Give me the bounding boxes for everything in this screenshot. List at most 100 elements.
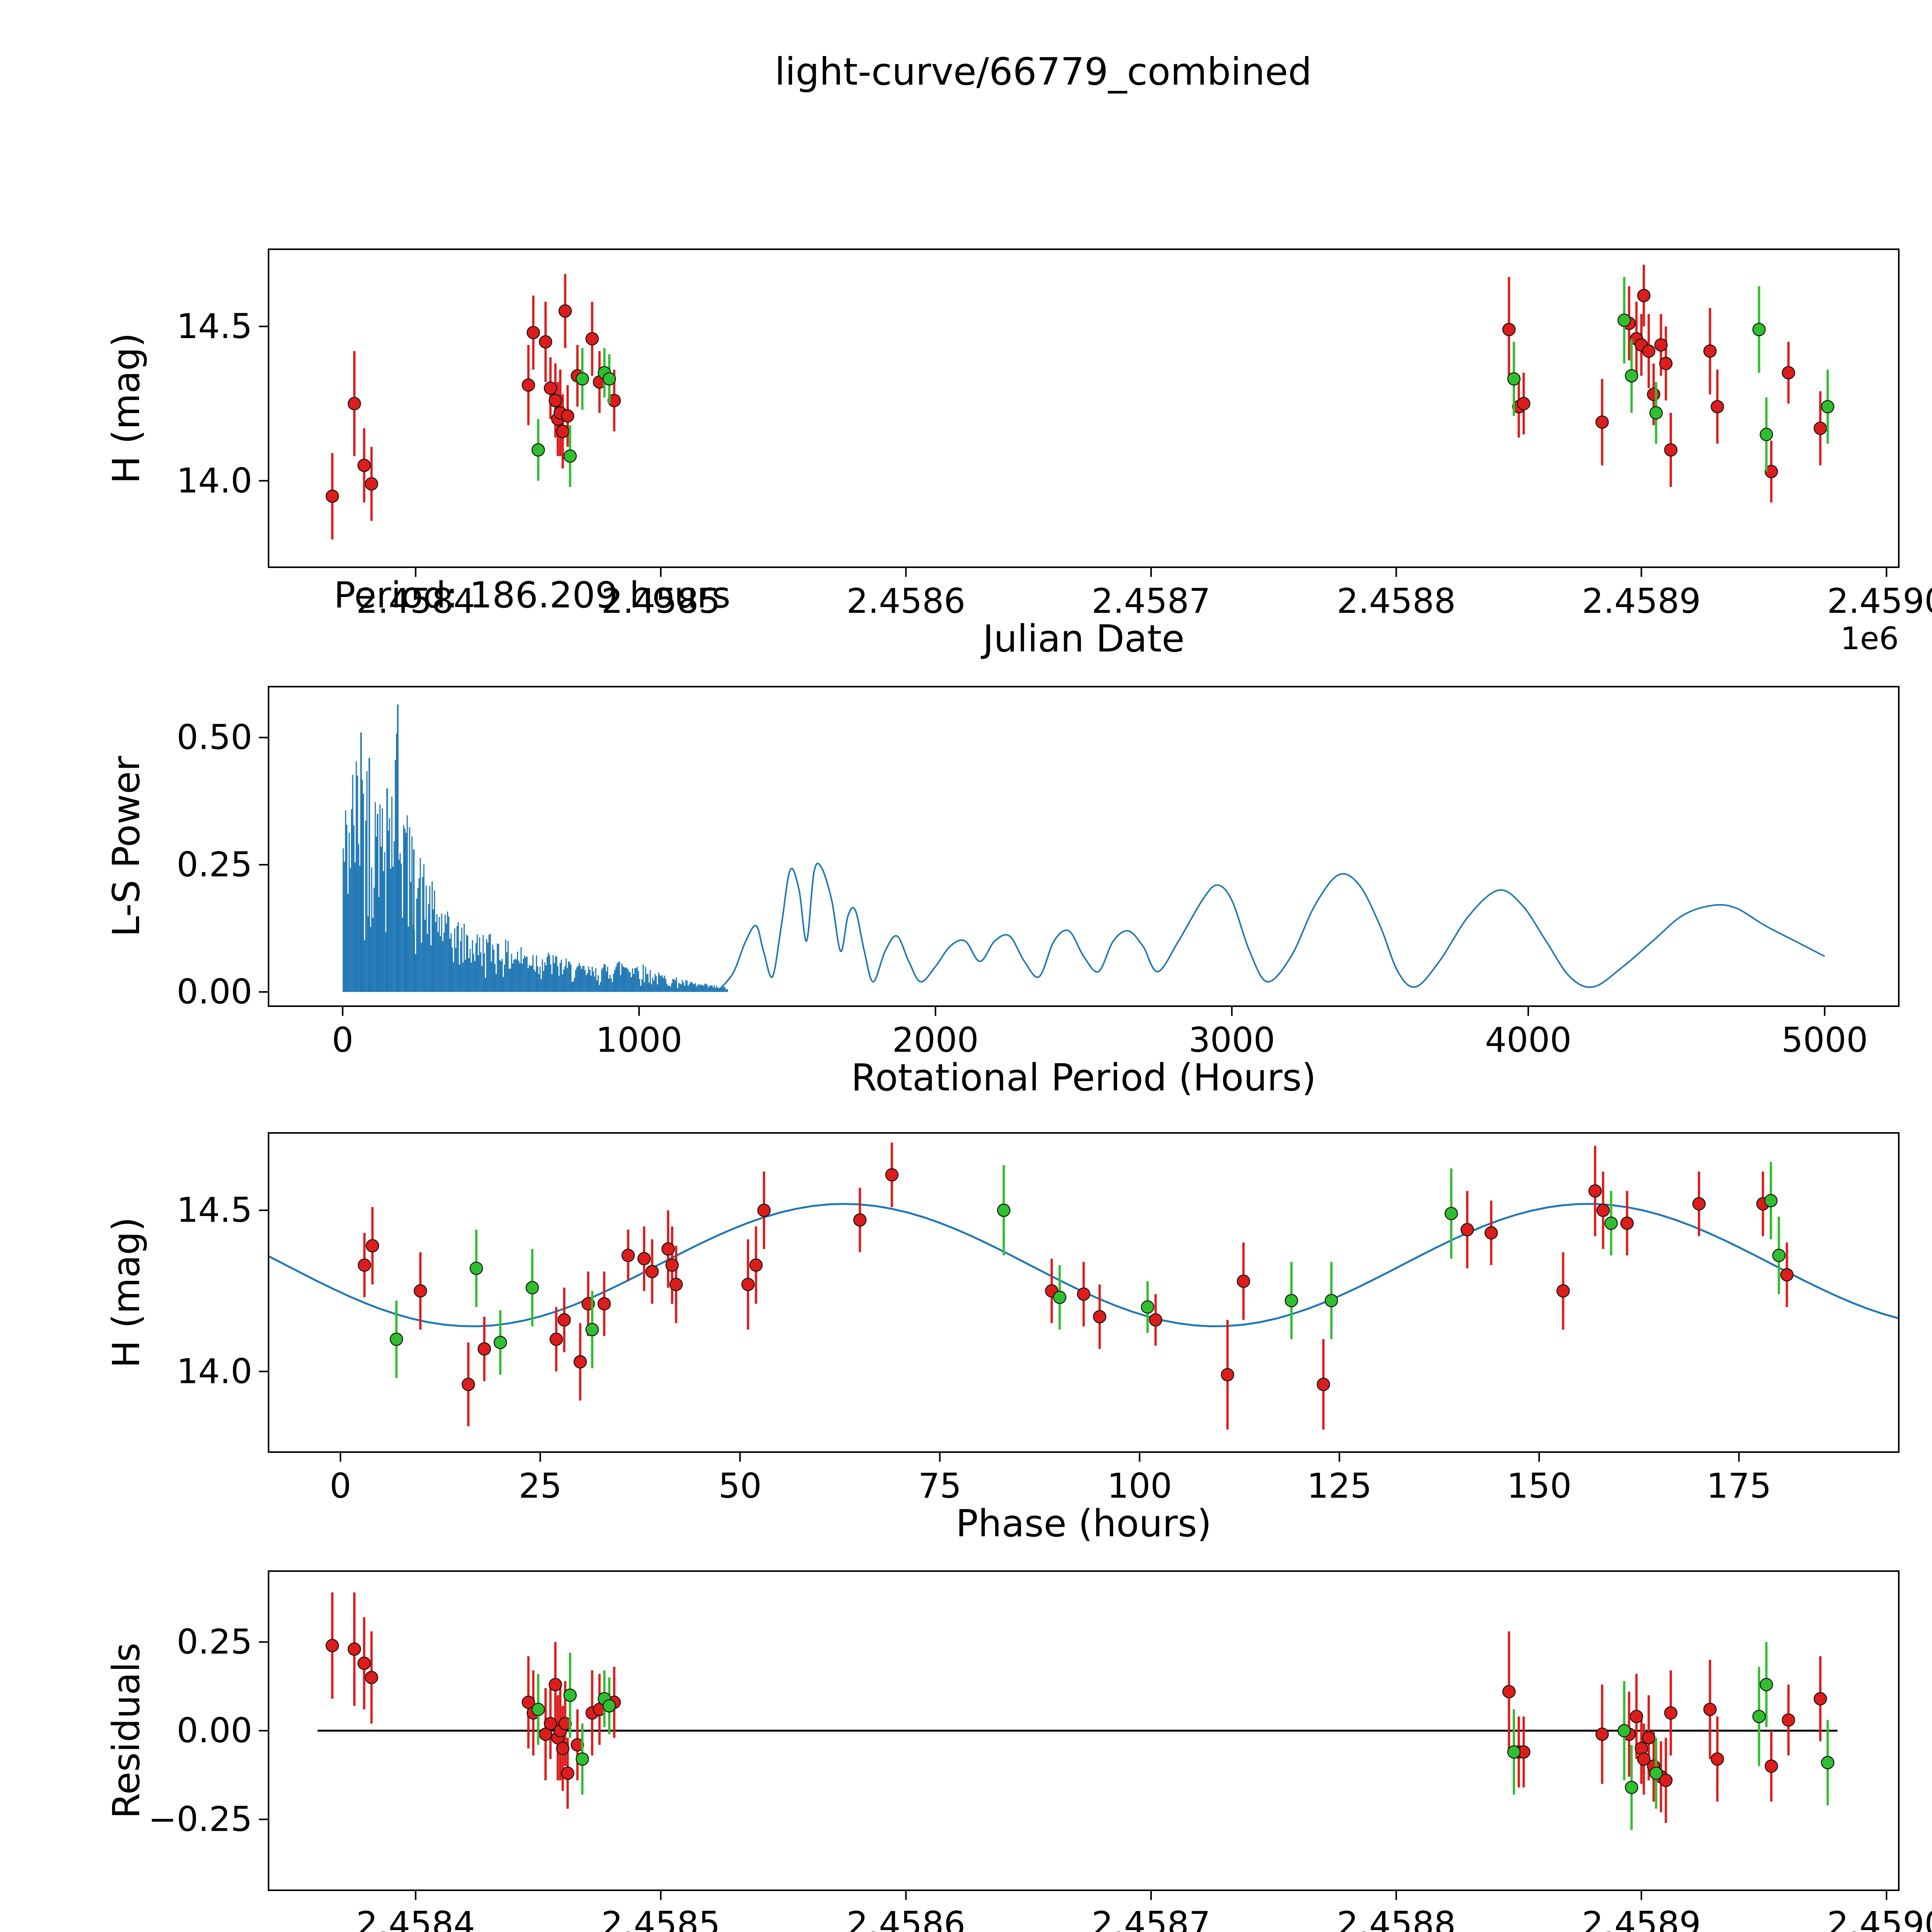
- x-tick-label: 2.4589: [1582, 1904, 1701, 1932]
- period-annotation: Period: 186.209 hours: [334, 574, 731, 616]
- data-point: [885, 1168, 899, 1182]
- data-point: [1642, 344, 1656, 358]
- data-point: [1760, 428, 1773, 441]
- data-point: [1764, 465, 1778, 478]
- data-point: [1444, 1207, 1458, 1220]
- data-point: [1664, 443, 1678, 457]
- data-point: [1772, 1248, 1786, 1262]
- axes-frame: [268, 1132, 1900, 1453]
- data-point: [413, 1284, 427, 1298]
- x-axis-offset-label: 1e6: [1840, 621, 1899, 656]
- data-point: [1711, 1752, 1724, 1766]
- subplot-residuals: 2.4584 2.4585 2.4586 2.4587 2.4588 2.4589 2.45…: [105, 1570, 1932, 1932]
- data-point: [347, 397, 361, 410]
- data-point: [1703, 1702, 1717, 1716]
- x-tick-label: 150: [1507, 1466, 1571, 1506]
- series-red: [325, 264, 1827, 540]
- data-point: [1604, 1216, 1618, 1230]
- periodogram-spike-forest: [342, 733, 728, 992]
- data-point: [1664, 1706, 1678, 1720]
- x-tick-label: 4000: [1485, 1020, 1571, 1060]
- data-point: [357, 459, 371, 472]
- data-point: [669, 1277, 683, 1291]
- y-tick-label: 14.5: [177, 1190, 252, 1230]
- data-point: [661, 1242, 675, 1256]
- data-point: [557, 1313, 571, 1327]
- data-point: [621, 1248, 635, 1262]
- data-point: [1711, 400, 1724, 413]
- x-tick-label: 2.4588: [1337, 1904, 1456, 1932]
- x-tick-label: 2.4586: [847, 581, 966, 621]
- axes-frame: [268, 686, 1900, 1007]
- data-point: [1502, 323, 1516, 336]
- x-tick-label: 2.4587: [1092, 1904, 1211, 1932]
- data-point: [1077, 1287, 1090, 1301]
- data-point: [1236, 1274, 1250, 1288]
- data-point: [1502, 1685, 1516, 1699]
- x-tick-label: 75: [918, 1466, 961, 1506]
- data-point: [1637, 1752, 1651, 1766]
- x-tick-label: 2.4587: [1092, 581, 1211, 621]
- data-point: [1485, 1226, 1498, 1240]
- data-point: [1588, 1184, 1602, 1198]
- data-point: [556, 1742, 570, 1755]
- data-point: [1821, 400, 1835, 413]
- y-tick-label: 14.0: [177, 1351, 252, 1391]
- data-point: [1149, 1313, 1162, 1327]
- data-point: [347, 1642, 361, 1656]
- data-point: [526, 326, 540, 339]
- data-point: [1782, 366, 1795, 379]
- data-point: [563, 1688, 577, 1702]
- data-point: [1764, 1759, 1778, 1773]
- data-point: [1325, 1294, 1338, 1308]
- data-point: [531, 1702, 545, 1716]
- data-point: [1764, 1194, 1778, 1208]
- x-tick-label: 2.4589: [1582, 581, 1701, 621]
- data-point: [558, 304, 572, 318]
- data-point: [461, 1378, 475, 1391]
- data-point: [357, 1656, 371, 1670]
- data-point: [1316, 1378, 1330, 1391]
- plot-area: [269, 1143, 1899, 1430]
- x-axis-label: Rotational Period (Hours): [851, 1056, 1316, 1099]
- data-point: [1617, 313, 1631, 327]
- x-tick-label: 0: [332, 1020, 354, 1060]
- data-point: [493, 1336, 507, 1349]
- data-point: [1813, 422, 1827, 435]
- x-tick-label: 5000: [1781, 1020, 1868, 1060]
- data-point: [366, 1239, 379, 1253]
- x-tick-label: 175: [1706, 1466, 1771, 1506]
- data-point: [561, 1766, 575, 1780]
- data-point: [1460, 1223, 1474, 1236]
- data-point: [522, 378, 535, 392]
- data-point: [1221, 1368, 1235, 1382]
- subplot-periodogram: 0 1000 2000 3000 4000 5000 0.00 0.25 0.50 Rotatio…: [105, 686, 1900, 1099]
- series-green: [531, 1642, 1835, 1830]
- data-point: [1813, 1692, 1827, 1706]
- data-point: [1659, 357, 1673, 370]
- data-point: [1629, 1710, 1643, 1723]
- series-red: [357, 1143, 1794, 1430]
- data-point: [325, 489, 339, 503]
- data-point: [1782, 1713, 1795, 1727]
- data-point: [526, 1281, 539, 1294]
- data-point: [1620, 1216, 1634, 1230]
- x-axis-label: Phase (hours): [956, 1502, 1212, 1545]
- y-tick-label: 14.0: [177, 461, 252, 500]
- data-point: [549, 1678, 562, 1691]
- axes-frame: [268, 248, 1900, 568]
- y-tick-label: 0.25: [177, 845, 252, 884]
- x-tick-label: 1000: [596, 1020, 682, 1060]
- data-point: [478, 1342, 491, 1356]
- series-green: [531, 277, 1835, 487]
- data-point: [1760, 1678, 1773, 1691]
- data-point: [539, 335, 553, 349]
- x-tick-label: 50: [718, 1466, 762, 1506]
- subplot-jd-magnitude: 2.4584 2.4585 2.4586 2.4587 2.4588 2.4589 2.45…: [105, 248, 1932, 660]
- data-point: [1595, 415, 1609, 429]
- y-tick-label: 14.5: [177, 306, 252, 346]
- data-point: [365, 1671, 378, 1684]
- data-point: [1093, 1310, 1107, 1323]
- data-point: [1780, 1268, 1794, 1282]
